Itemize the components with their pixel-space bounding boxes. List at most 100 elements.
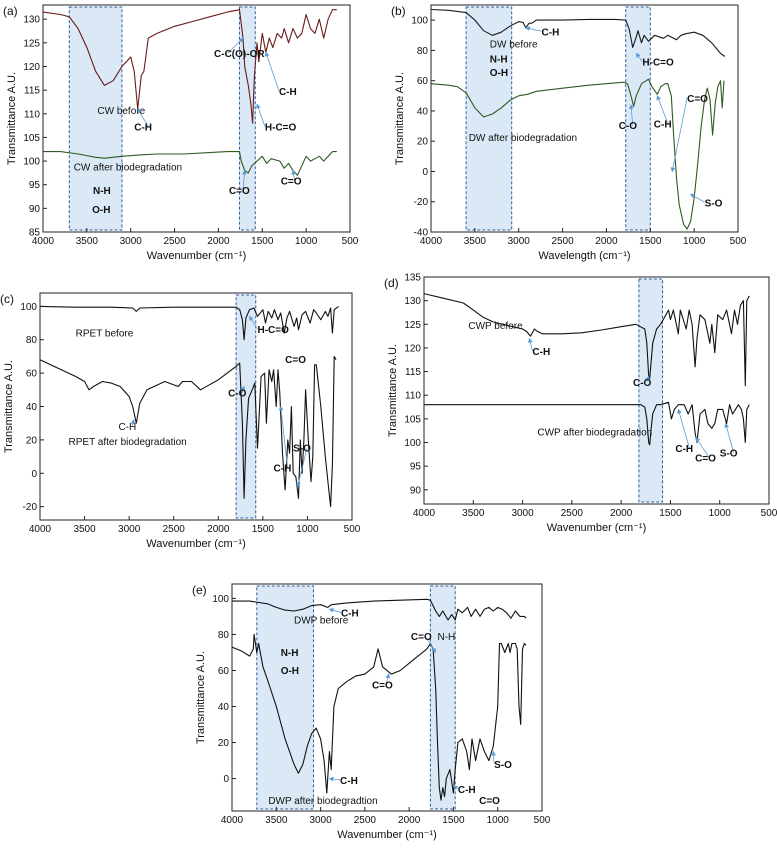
x-tick-label: 2500: [163, 236, 186, 247]
x-tick-label: 500: [534, 815, 551, 826]
y-tick-label: 80: [417, 46, 429, 57]
x-tick-label: 3000: [511, 508, 534, 519]
spectrum-line-1: [423, 293, 750, 387]
panel-label: (e): [192, 583, 207, 597]
x-tick-label: 3500: [462, 508, 485, 519]
annotation-arrow: [385, 673, 391, 685]
x-axis-title: Wavenumber (cm⁻¹): [337, 829, 437, 841]
spectrum-line-2: [424, 401, 750, 446]
x-tick-label: 2500: [163, 524, 186, 535]
x-tick-label: 2500: [551, 236, 574, 247]
annotation-label: C=O: [479, 796, 500, 807]
annotation-label: N-H: [490, 55, 508, 66]
annotation-label: C-H: [458, 785, 476, 796]
y-tick-label: 40: [417, 106, 429, 117]
annotation-label: S-O: [293, 444, 311, 455]
spectrum-line-2: [231, 633, 527, 801]
annotation-label: C-H: [340, 776, 358, 787]
highlight-region: [235, 294, 257, 519]
y-tick-label: 60: [417, 76, 429, 87]
annotation-label: C=O: [229, 186, 250, 197]
annotation-label: C=O: [285, 355, 306, 366]
y-axis-title: Transmittance A.U.: [195, 651, 207, 744]
annotation-arrow: [296, 447, 308, 488]
y-axis-title: Transmittance A.U.: [394, 72, 406, 165]
y-tick-label: 80: [26, 335, 38, 346]
x-axis-title: Wavenumber (cm⁻¹): [146, 538, 246, 550]
annotation-arrow: [524, 26, 542, 32]
annotation-arrow: [328, 776, 341, 782]
y-tick-label: 120: [404, 343, 421, 354]
y-axis-title: Transmittance A.U.: [6, 72, 18, 165]
y-tick-label: 95: [410, 462, 422, 473]
annotation-arrow: [452, 785, 459, 791]
highlight-region: [465, 6, 513, 231]
y-tick-label: 120: [23, 62, 40, 73]
annotation-label: C-H: [654, 120, 672, 131]
annotation-arrow: [689, 193, 705, 203]
annotation-label: C=O: [281, 177, 302, 188]
y-axis-title: Transmittance A.U.: [387, 344, 399, 437]
annotation-label: O-H: [490, 68, 508, 79]
y-tick-label: 105: [23, 133, 40, 144]
annotation-label: C=O: [411, 632, 432, 643]
x-tick-label: 3000: [120, 236, 143, 247]
annotation-label: RPET after biodegradation: [69, 437, 187, 448]
x-tick-label: 2000: [610, 508, 633, 519]
y-tick-label: 125: [23, 38, 40, 49]
x-axis-title: Wavenumber (cm⁻¹): [547, 522, 647, 534]
spectrum-line-1: [39, 305, 339, 341]
annotation-arrow: [241, 169, 247, 191]
annotation-arrow: [635, 52, 643, 62]
panel-2: 4000 3500 3000 2500 2000 1500 1000 500 -40 -20 0 20…: [391, 4, 747, 262]
highlight-region: [429, 585, 456, 810]
x-tick-label: 3500: [464, 236, 487, 247]
x-tick-label: 4000: [221, 815, 244, 826]
y-tick-label: 100: [411, 16, 428, 27]
plot-frame: [42, 4, 351, 233]
y-tick-label: 40: [26, 402, 38, 413]
annotation-label: CWP before: [468, 321, 523, 332]
annotation-label: CWP after biodegradation: [537, 427, 652, 438]
annotation-label: C-H: [274, 464, 292, 475]
y-tick-label: 90: [410, 485, 422, 496]
annotation-label: C-H: [134, 122, 152, 133]
annotation-arrow: [528, 337, 533, 352]
x-tick-label: 1000: [296, 524, 319, 535]
y-tick-label: 20: [218, 738, 230, 749]
annotation-arrow: [278, 405, 288, 468]
y-tick-label: 100: [404, 438, 421, 449]
x-tick-label: 500: [344, 524, 361, 535]
x-tick-label: 2000: [207, 524, 230, 535]
y-tick-label: 60: [26, 369, 38, 380]
panel-3: 4000 3500 3000 2500 2000 1500 1000 500 -20 0 20 40 6…: [0, 292, 361, 550]
plot-frame: [423, 276, 770, 505]
annotation-label: C-O: [619, 121, 638, 132]
annotation-label: C-O: [228, 388, 247, 399]
y-tick-label: 20: [417, 137, 429, 148]
x-tick-label: 2500: [561, 508, 584, 519]
annotation-label: DW after biodegradation: [469, 133, 577, 144]
x-tick-label: 1000: [709, 508, 732, 519]
annotation-arrow: [264, 51, 280, 91]
annotation-arrow: [328, 607, 342, 613]
annotation-arrow: [670, 97, 688, 173]
y-tick-label: -20: [23, 502, 38, 513]
spectrum-line-1: [430, 8, 726, 57]
y-tick-label: 0: [422, 167, 428, 178]
x-tick-label: 4000: [29, 524, 52, 535]
annotation-label: S-O: [720, 449, 738, 460]
panel-4: 4000 3500 3000 2500 2000 1500 1000 500 90 95 100 10…: [384, 273, 777, 535]
x-axis-title: Wavenumber (cm⁻¹): [147, 250, 247, 262]
y-tick-label: 115: [405, 367, 421, 378]
y-tick-label: 100: [212, 594, 229, 605]
annotation-arrow: [656, 95, 669, 124]
y-tick-label: 85: [29, 228, 41, 239]
annotation-label: CW after biodegradation: [74, 163, 182, 174]
x-tick-label: 3500: [265, 815, 288, 826]
annotation-label: DWP after biodegradtion: [268, 796, 377, 807]
annotation-label: C=O: [687, 94, 708, 105]
x-tick-label: 3500: [73, 524, 96, 535]
y-tick-label: 125: [404, 320, 421, 331]
spectrum-line-2: [43, 151, 337, 176]
